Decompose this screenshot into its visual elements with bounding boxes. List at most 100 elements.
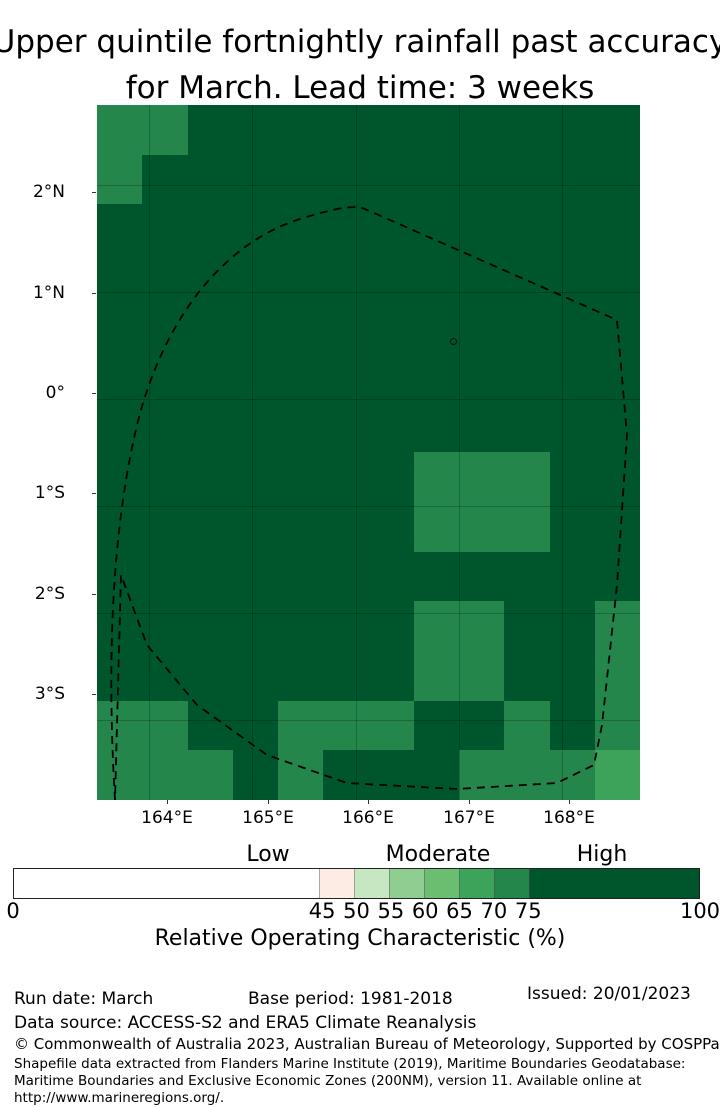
run-date-label: Run date: March — [14, 989, 154, 1009]
heatmap-cell — [323, 303, 369, 354]
copyright-label: © Commonwealth of Australia 2023, Austra… — [14, 1035, 720, 1053]
x-tick-label: 168°E — [543, 808, 595, 828]
heatmap-cell — [97, 452, 143, 503]
heatmap-cell — [187, 651, 233, 701]
heatmap-cell — [323, 204, 369, 254]
heatmap-cell — [97, 700, 143, 751]
heatmap-cell — [594, 303, 640, 354]
heatmap-cell — [549, 601, 595, 652]
heatmap-cell — [413, 154, 459, 205]
heatmap-cell — [459, 601, 505, 652]
heatmap-cell — [187, 502, 233, 552]
heatmap-cell — [232, 402, 278, 453]
x-tick-label: 165°E — [242, 808, 294, 828]
heatmap-cell — [549, 651, 595, 701]
heatmap-cell — [278, 551, 324, 602]
x-tick-label: 164°E — [141, 808, 193, 828]
heatmap-cell — [504, 750, 550, 800]
heatmap-cell — [549, 204, 595, 254]
heatmap-cell — [97, 253, 143, 304]
heatmap-cell — [459, 353, 505, 403]
heatmap-cell — [504, 253, 550, 304]
heatmap-cell — [187, 154, 233, 205]
heatmap-cell — [459, 700, 505, 751]
heatmap-cell — [142, 700, 188, 751]
colorbar-category-low: Low — [246, 842, 290, 867]
roc-colorbar — [13, 868, 700, 899]
colorbar-tick-label: 65 — [446, 899, 473, 923]
heatmap-cell — [459, 204, 505, 254]
heatmap-cell — [459, 452, 505, 503]
x-tick-label: 167°E — [443, 808, 495, 828]
heatmap-cell — [368, 303, 414, 354]
heatmap-cell — [504, 601, 550, 652]
heatmap-cell — [278, 303, 324, 354]
heatmap-cell — [323, 353, 369, 403]
heatmap-cell — [594, 253, 640, 304]
heatmap-cell — [142, 154, 188, 205]
data-source-label: Data source: ACCESS-S2 and ERA5 Climate … — [14, 1013, 477, 1033]
colorbar-segment — [14, 869, 320, 898]
heatmap-cell — [504, 105, 550, 155]
heatmap-cell — [459, 253, 505, 304]
heatmap-cell — [97, 502, 143, 552]
heatmap-cell — [232, 700, 278, 751]
heatmap-cell — [413, 303, 459, 354]
heatmap-cell — [368, 551, 414, 602]
heatmap-cell — [368, 750, 414, 800]
heatmap-cell — [323, 154, 369, 205]
heatmap-cell — [413, 651, 459, 701]
heatmap-cell-grid — [97, 105, 640, 800]
colorbar-tick-label: 75 — [514, 899, 542, 923]
heatmap-cell — [504, 551, 550, 602]
chart-title-line-1: Upper quintile fortnightly rainfall past… — [0, 24, 720, 60]
heatmap-cell — [549, 502, 595, 552]
heatmap-cell — [504, 353, 550, 403]
colorbar-category-high: High — [576, 842, 628, 867]
heatmap-cell — [368, 154, 414, 205]
heatmap-cell — [142, 750, 188, 800]
heatmap-cell — [504, 502, 550, 552]
y-tick-label: 0° — [45, 383, 65, 403]
colorbar-tick-label: 100 — [679, 899, 720, 923]
heatmap-cell — [459, 154, 505, 205]
heatmap-cell — [459, 402, 505, 453]
heatmap-cell — [594, 353, 640, 403]
heatmap-cell — [278, 452, 324, 503]
heatmap-cell — [187, 601, 233, 652]
y-tick-label: 2°N — [32, 182, 65, 202]
heatmap-cell — [549, 353, 595, 403]
heatmap-cell — [368, 601, 414, 652]
heatmap-cell — [232, 253, 278, 304]
colorbar-tick-label: 50 — [343, 899, 370, 923]
heatmap-cell — [368, 204, 414, 254]
heatmap-cell — [278, 105, 324, 155]
heatmap-cell — [594, 402, 640, 453]
heatmap-cell — [97, 750, 143, 800]
heatmap-cell — [142, 502, 188, 552]
heatmap-cell — [323, 402, 369, 453]
heatmap-cell — [232, 105, 278, 155]
heatmap-cell — [97, 105, 143, 155]
heatmap-cell — [97, 353, 143, 403]
heatmap-cell — [187, 750, 233, 800]
heatmap-cell — [368, 105, 414, 155]
heatmap-cell — [323, 551, 369, 602]
heatmap-cell — [187, 204, 233, 254]
heatmap-cell — [278, 402, 324, 453]
heatmap-cell — [187, 105, 233, 155]
heatmap-cell — [142, 353, 188, 403]
heatmap-cell — [232, 204, 278, 254]
heatmap-cell — [142, 204, 188, 254]
heatmap-cell — [368, 700, 414, 751]
heatmap-cell — [413, 253, 459, 304]
heatmap-cell — [278, 750, 324, 800]
heatmap-cell — [97, 651, 143, 701]
heatmap-cell — [368, 253, 414, 304]
heatmap-cell — [97, 303, 143, 354]
heatmap-cell — [459, 303, 505, 354]
heatmap-cell — [232, 353, 278, 403]
heatmap-cell — [232, 452, 278, 503]
colorbar-tick-label: 0 — [6, 899, 20, 923]
issued-date-label: Issued: 20/01/2023 — [527, 984, 691, 1004]
